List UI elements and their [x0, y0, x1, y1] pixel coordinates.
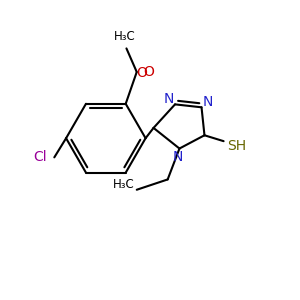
Text: N: N	[164, 92, 174, 106]
Text: Cl: Cl	[34, 150, 47, 164]
Text: H₃C: H₃C	[114, 30, 136, 43]
Text: H₃C: H₃C	[112, 178, 134, 191]
Text: N: N	[203, 95, 213, 109]
Text: O: O	[143, 65, 154, 79]
Text: N: N	[173, 150, 183, 164]
Text: SH: SH	[227, 139, 246, 153]
Text: O: O	[136, 66, 148, 80]
